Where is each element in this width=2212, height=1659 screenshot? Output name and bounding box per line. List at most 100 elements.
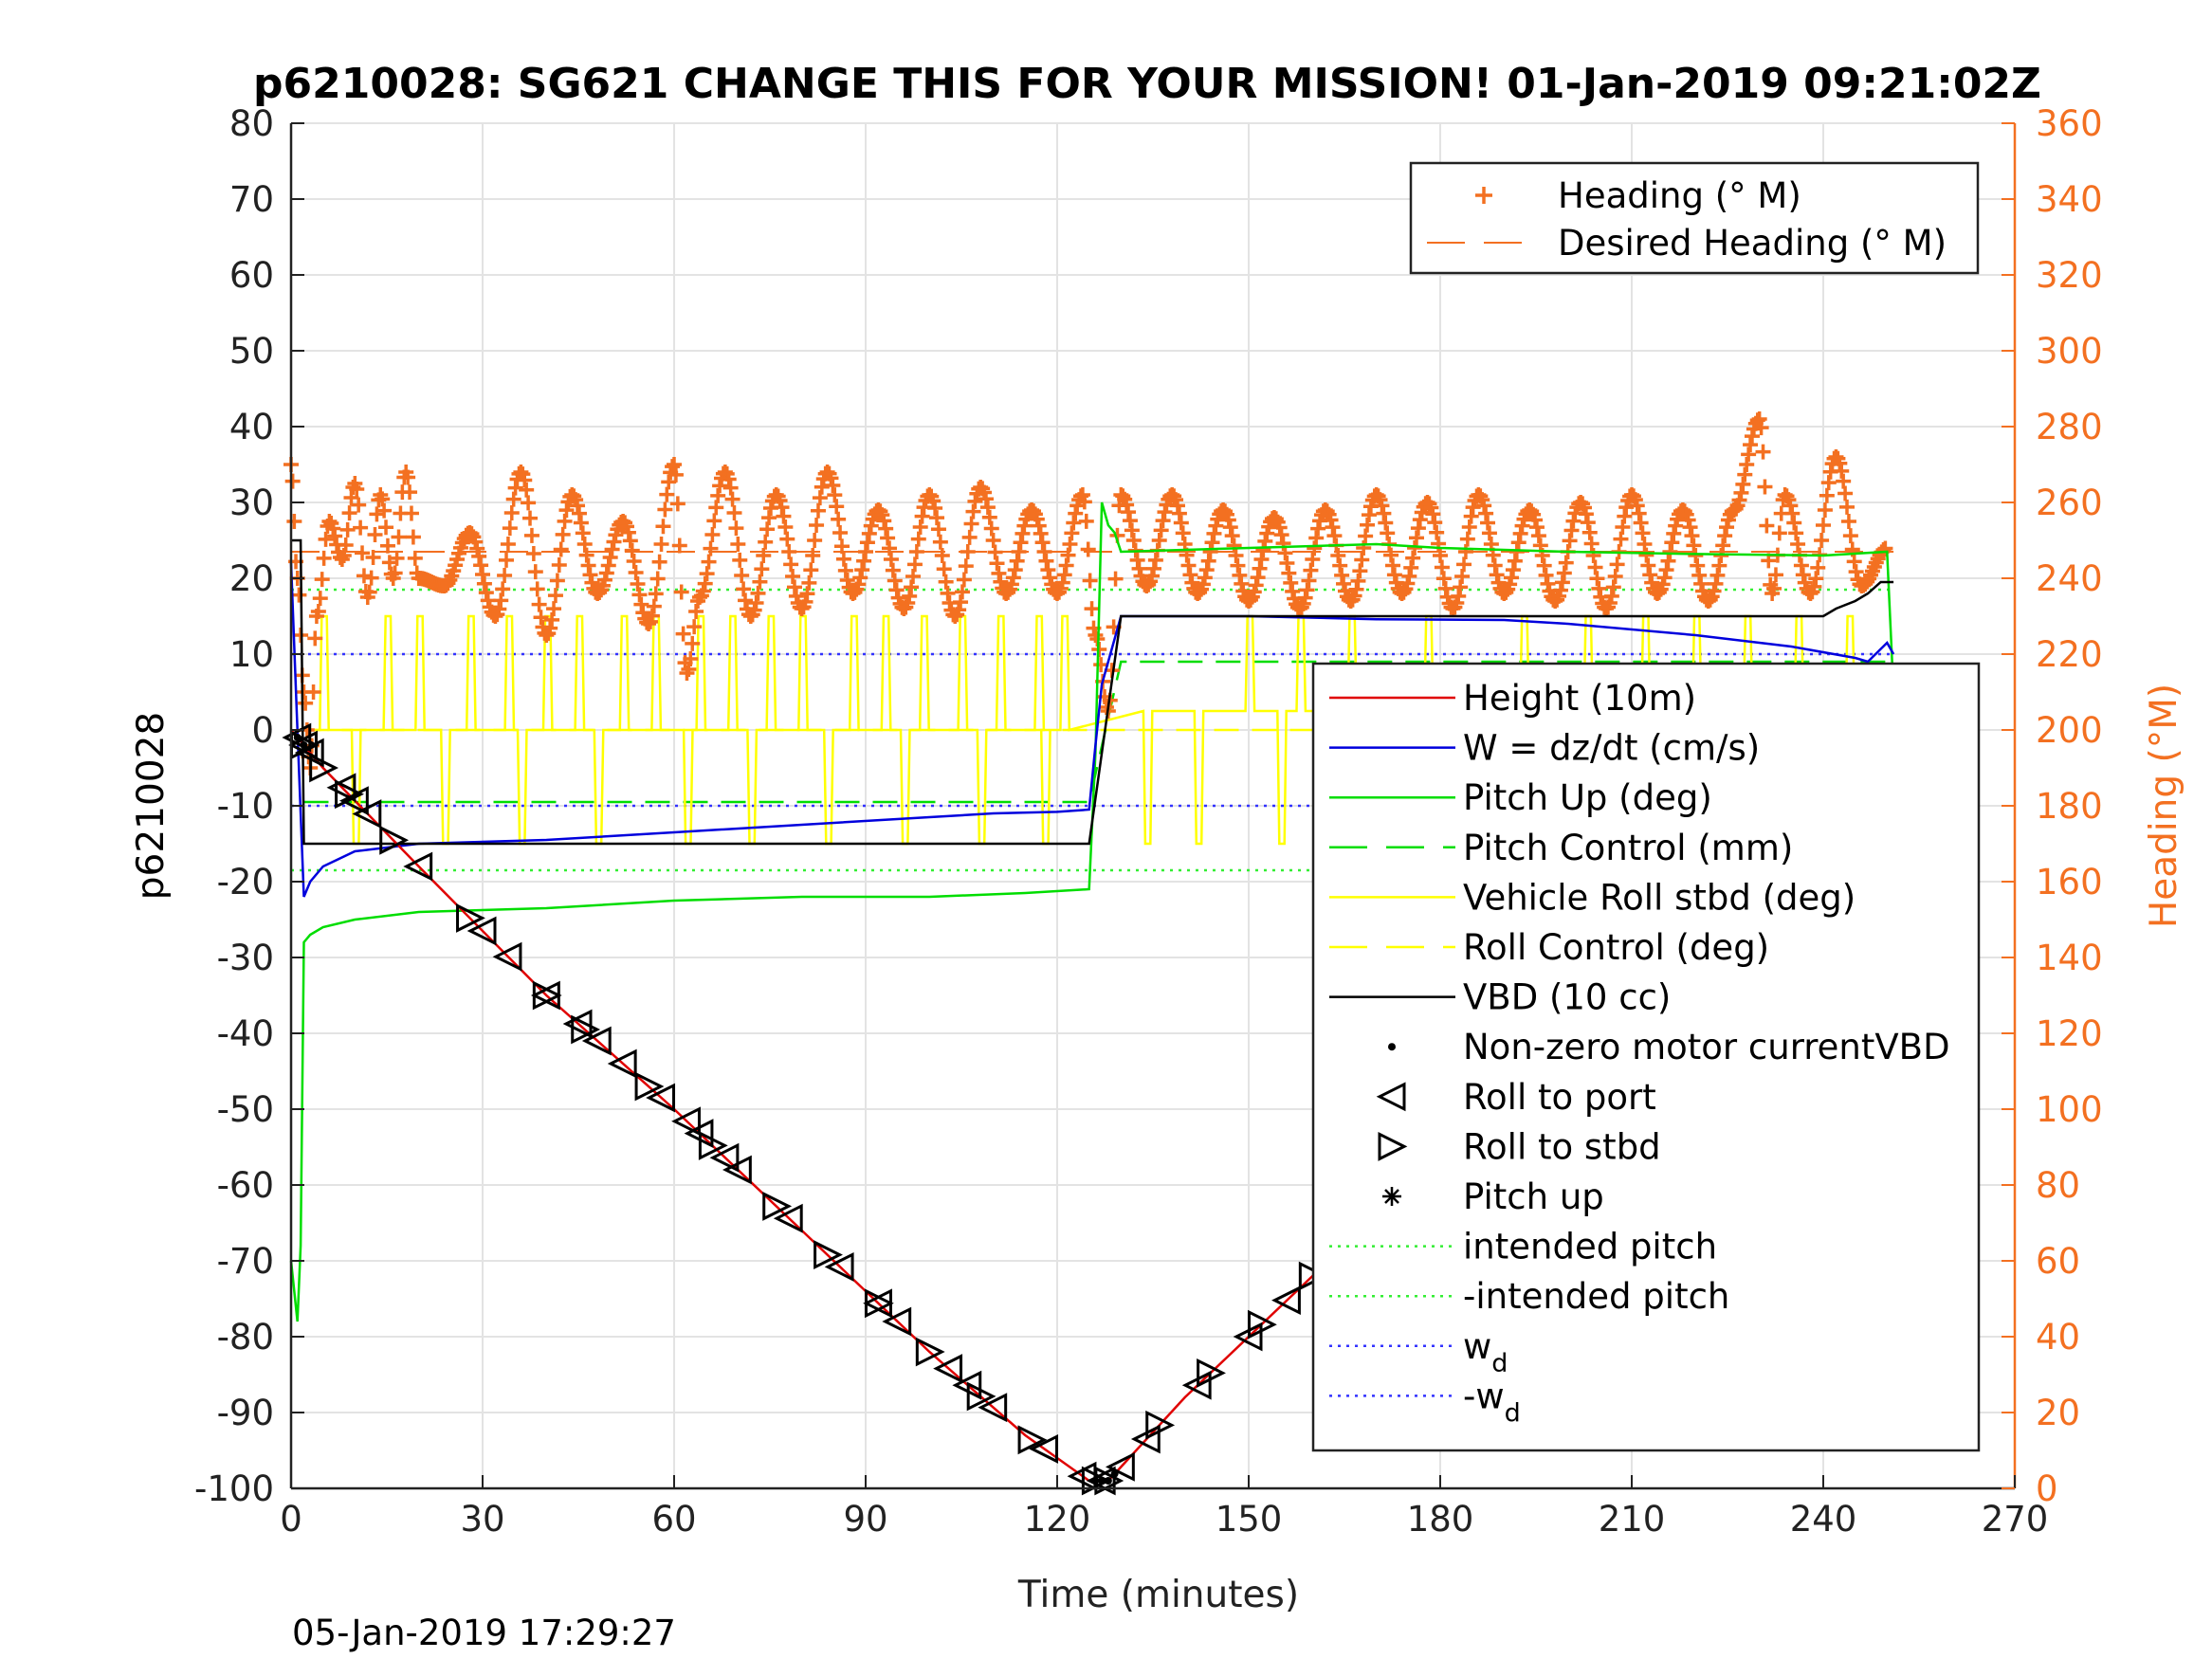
- heading-point: [1054, 574, 1070, 591]
- legend-entry: Non-zero motor currentVBD: [1388, 1027, 1950, 1067]
- heading-point: [1429, 524, 1445, 540]
- heading-point: [1151, 533, 1167, 548]
- heading-point: [912, 519, 928, 535]
- heading-point: [932, 534, 948, 550]
- heading-point: [730, 537, 746, 552]
- heading-point: [464, 526, 480, 542]
- marker-roll-stbd: [698, 1130, 728, 1160]
- marker-roll-stbd: [864, 1288, 894, 1319]
- heading-point: [1242, 592, 1258, 608]
- heading-point: [1540, 575, 1556, 592]
- heading-point: [832, 525, 849, 540]
- heading-point: [631, 587, 648, 603]
- legend-label: Roll to port: [1463, 1077, 1656, 1118]
- heading-point: [291, 587, 307, 603]
- heading-point: [1275, 536, 1291, 552]
- heading-point: [759, 521, 776, 538]
- y-tick-label: -30: [217, 938, 274, 978]
- legend-swatch: [1382, 1187, 1401, 1206]
- heading-point: [367, 526, 383, 542]
- heading-point: [1558, 555, 1574, 571]
- heading-point: [533, 610, 549, 626]
- heading-point: [502, 520, 518, 537]
- heading-point: [1578, 506, 1594, 522]
- heading-point: [761, 510, 777, 526]
- heading-point: [491, 601, 507, 617]
- heading-point: [883, 552, 899, 567]
- heading-point: [1384, 557, 1400, 574]
- x-tick-label: 210: [1599, 1499, 1666, 1540]
- heading-point: [1580, 515, 1596, 531]
- heading-point: [523, 527, 539, 543]
- y-tick-label: 30: [229, 483, 274, 523]
- heading-point: [783, 556, 799, 573]
- y2-tick-label: 360: [2036, 103, 2103, 144]
- heading-point: [1631, 505, 1647, 521]
- heading-point: [1009, 553, 1025, 569]
- legend-label: Non-zero motor currentVBD: [1463, 1027, 1950, 1067]
- heading-point: [1234, 575, 1250, 592]
- heading-point: [805, 548, 821, 564]
- heading-point: [839, 573, 855, 589]
- heading-point: [776, 508, 792, 524]
- heading-point: [286, 514, 302, 529]
- y2-tick-label: 220: [2036, 634, 2103, 675]
- heading-point: [669, 496, 686, 512]
- heading-point: [1676, 503, 1692, 520]
- heading-point: [1449, 595, 1465, 611]
- heading-point: [1832, 455, 1848, 471]
- marker-roll-stbd: [379, 825, 410, 855]
- marker-roll-stbd: [571, 1014, 601, 1045]
- heading-point: [906, 556, 923, 573]
- y-tick-label: 0: [251, 710, 274, 751]
- heading-point: [646, 598, 662, 614]
- heading-point: [1076, 494, 1092, 510]
- heading-point: [1451, 588, 1467, 604]
- heading-point: [1636, 537, 1653, 552]
- heading-point: [1680, 512, 1696, 528]
- series-layer: [282, 411, 1903, 1496]
- heading-point: [1386, 567, 1402, 583]
- heading-point: [1405, 550, 1421, 566]
- y-tick-label: 20: [229, 558, 274, 599]
- heading-point: [1216, 503, 1233, 520]
- heading-point: [801, 574, 817, 591]
- heading-point: [1155, 513, 1171, 529]
- heading-point: [1332, 557, 1348, 574]
- heading-point: [493, 592, 509, 609]
- heading-point: [1504, 570, 1520, 586]
- heading-point: [710, 487, 726, 503]
- heading-point: [736, 581, 752, 597]
- heading-point: [1814, 533, 1830, 549]
- heading-point: [1060, 547, 1076, 563]
- heading-point: [1478, 505, 1494, 521]
- y-tick-label: -40: [217, 1013, 274, 1054]
- heading-point: [1271, 520, 1288, 536]
- marker-vbd-current: [1098, 1477, 1106, 1485]
- heading-point: [1307, 540, 1323, 556]
- heading-point: [391, 529, 407, 545]
- y2-tick-label: 160: [2036, 862, 2103, 902]
- heading-point: [1640, 557, 1656, 574]
- y2-axis-label: Heading (°M): [2143, 684, 2185, 928]
- heading-point: [517, 472, 533, 488]
- heading-point: [1717, 528, 1733, 544]
- heading-point: [557, 513, 573, 529]
- heading-point: [1175, 525, 1191, 541]
- y2-tick-label: 260: [2036, 483, 2103, 523]
- heading-point: [1790, 537, 1806, 552]
- heading-point: [1524, 503, 1540, 520]
- heading-point: [667, 466, 684, 483]
- series-pitch-up: [289, 501, 1895, 1322]
- marker-roll-stbd: [1017, 1425, 1048, 1455]
- heading-point: [325, 520, 341, 537]
- heading-point: [1808, 571, 1824, 587]
- heading-point: [1459, 531, 1475, 547]
- series-w: [289, 562, 1895, 898]
- heading-point: [1613, 531, 1629, 547]
- heading-point: [1360, 517, 1376, 533]
- heading-point: [387, 565, 403, 581]
- heading-point: [529, 581, 545, 597]
- heading-point: [1005, 570, 1021, 586]
- heading-point: [1629, 498, 1645, 514]
